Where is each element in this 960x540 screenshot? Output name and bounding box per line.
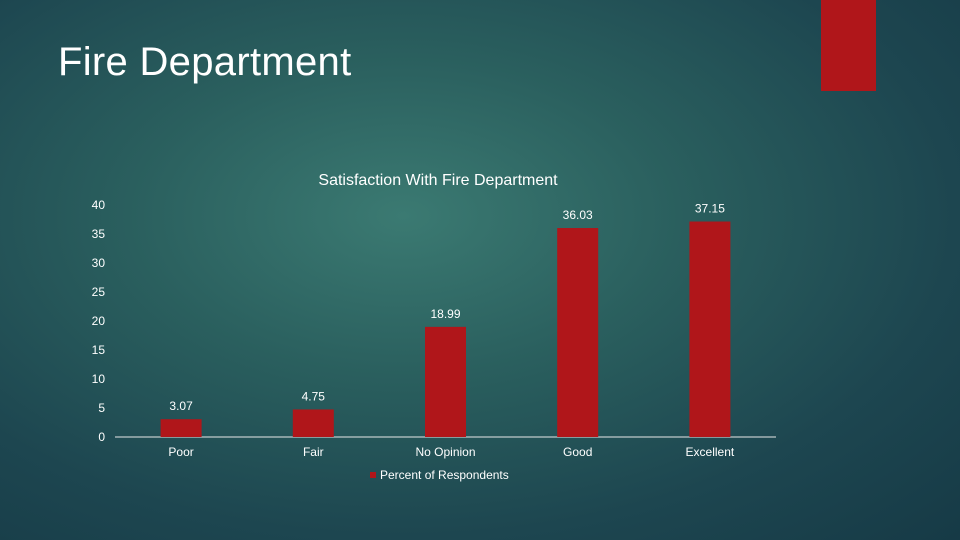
y-tick-label: 5	[98, 401, 105, 415]
y-tick-label: 20	[92, 314, 106, 328]
data-label: 18.99	[430, 307, 460, 321]
x-tick-label: Good	[563, 445, 592, 459]
bar	[160, 419, 202, 437]
chart-legend: Percent of Respondents	[370, 468, 509, 482]
bar	[557, 228, 599, 437]
legend-swatch	[370, 472, 376, 478]
chart-title: Satisfaction With Fire Department	[318, 172, 558, 189]
x-tick-label: No Opinion	[415, 445, 475, 459]
data-label: 3.07	[169, 399, 193, 413]
x-tick-label: Fair	[303, 445, 324, 459]
x-tick-label: Poor	[168, 445, 193, 459]
bar	[689, 221, 731, 437]
data-label: 37.15	[695, 202, 725, 216]
slide-title: Fire Department	[58, 40, 352, 84]
y-tick-label: 10	[92, 372, 106, 386]
legend-label: Percent of Respondents	[380, 468, 509, 482]
y-tick-label: 0	[98, 430, 105, 444]
data-label: 4.75	[302, 389, 326, 403]
y-tick-label: 25	[92, 285, 106, 299]
y-tick-label: 15	[92, 343, 106, 357]
bar	[425, 326, 466, 437]
y-tick-label: 35	[92, 227, 106, 241]
bar	[292, 409, 334, 437]
y-tick-label: 40	[92, 198, 106, 212]
data-label: 36.03	[563, 208, 593, 222]
accent-bar	[821, 0, 876, 91]
y-tick-label: 30	[92, 256, 106, 270]
x-tick-label: Excellent	[686, 445, 735, 459]
